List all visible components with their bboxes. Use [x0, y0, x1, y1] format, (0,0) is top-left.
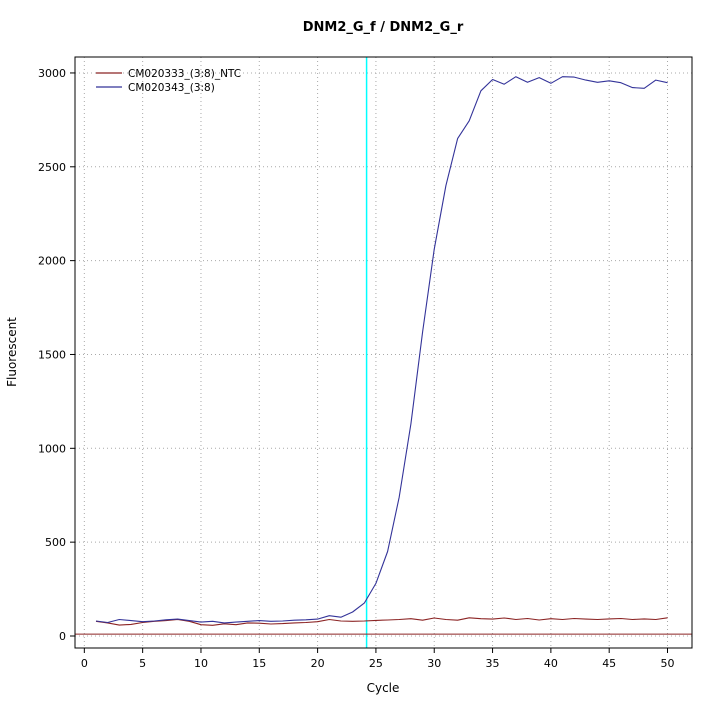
y-tick-label: 2000 — [38, 255, 66, 268]
y-tick-label: 3000 — [38, 67, 66, 80]
x-tick-label: 0 — [81, 657, 88, 670]
x-tick-label: 15 — [252, 657, 266, 670]
legend-line-swatches — [96, 72, 122, 88]
x-tick-label: 5 — [139, 657, 146, 670]
plot-border — [74, 56, 693, 649]
grid-layer — [75, 57, 692, 648]
x-tick-label: 45 — [602, 657, 616, 670]
series-line-1 — [95, 76, 668, 624]
x-tick-label: 35 — [486, 657, 500, 670]
series-layer — [95, 76, 668, 626]
y-tick-label: 0 — [59, 630, 66, 643]
legend: CM020333_(3:8)_NTC CM020343_(3:8) — [96, 68, 241, 94]
legend-label-ntc: CM020333_(3:8)_NTC — [128, 68, 241, 80]
x-tick-label: 25 — [369, 657, 383, 670]
y-tick-label: 500 — [45, 536, 66, 549]
x-tick-label: 20 — [311, 657, 325, 670]
y-tick-label: 1000 — [38, 442, 66, 455]
x-axis-label: Cycle — [367, 681, 400, 695]
y-axis-label: Fluorescent — [5, 317, 19, 387]
series-line-0 — [95, 617, 668, 626]
x-tick-label: 10 — [194, 657, 208, 670]
y-tick-label: 2500 — [38, 161, 66, 174]
threshold-layer — [75, 57, 692, 648]
chart-title: DNM2_G_f / DNM2_G_r — [303, 20, 464, 35]
x-tick-label: 30 — [427, 657, 441, 670]
y-tick-label: 1500 — [38, 348, 66, 361]
axis-layer: 0 5 10 15 20 25 30 35 40 45 5005001000150020002500… — [38, 67, 675, 670]
legend-label-sample: CM020343_(3:8) — [128, 82, 215, 94]
x-tick-label: 50 — [661, 657, 675, 670]
x-tick-label: 40 — [544, 657, 558, 670]
